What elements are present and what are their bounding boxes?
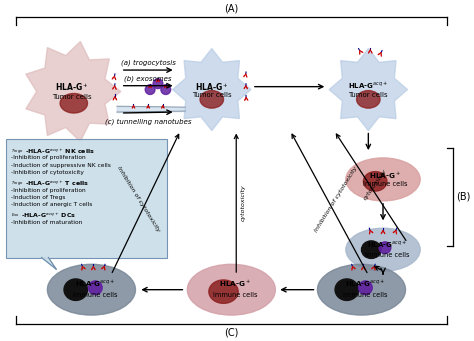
Text: Immune cells: Immune cells [73, 292, 118, 298]
Ellipse shape [145, 85, 155, 94]
Ellipse shape [60, 93, 88, 113]
Text: (C): (C) [224, 328, 238, 338]
Text: -Inhibition of proliferation: -Inhibition of proliferation [11, 188, 86, 193]
Ellipse shape [364, 172, 387, 191]
Text: cytotoxicity: cytotoxicity [241, 184, 246, 221]
Ellipse shape [335, 279, 358, 300]
Polygon shape [26, 42, 121, 142]
Text: HLA-G$^+$: HLA-G$^+$ [55, 82, 89, 93]
Ellipse shape [346, 228, 420, 271]
Ellipse shape [200, 91, 224, 108]
Text: $_{Exo}$: $_{Exo}$ [11, 212, 20, 219]
Ellipse shape [379, 242, 391, 254]
Text: -Induction of anergic T cells: -Induction of anergic T cells [11, 202, 92, 207]
Text: -HLA-G$^{acq+}$ T cells: -HLA-G$^{acq+}$ T cells [25, 179, 89, 188]
Text: -HLA-G$^{acq+}$ DCs: -HLA-G$^{acq+}$ DCs [21, 212, 76, 221]
Text: Tumor cells: Tumor cells [52, 94, 91, 100]
Ellipse shape [362, 241, 381, 258]
Text: HLA-G$^{acq+}$: HLA-G$^{acq+}$ [367, 240, 407, 250]
Text: Inhibition of cytotoxicity: Inhibition of cytotoxicity [314, 165, 358, 233]
Text: -Induction of suppressive NK cells: -Induction of suppressive NK cells [11, 163, 111, 168]
Polygon shape [173, 48, 251, 131]
Text: Inhibition of cytotoxicity: Inhibition of cytotoxicity [116, 165, 161, 233]
Text: $_{Trogo}$: $_{Trogo}$ [11, 147, 24, 156]
Text: (A): (A) [224, 3, 238, 13]
Ellipse shape [356, 91, 380, 108]
FancyBboxPatch shape [6, 139, 167, 258]
Text: Tumor cells: Tumor cells [348, 92, 388, 99]
Text: HLA-G$^+$: HLA-G$^+$ [369, 170, 401, 181]
Text: Immune cells: Immune cells [365, 252, 409, 257]
Text: $_{Trogo}$: $_{Trogo}$ [11, 179, 24, 188]
Ellipse shape [346, 158, 420, 201]
Ellipse shape [47, 264, 136, 315]
Text: -HLA-G$^{acq+}$ NK cells: -HLA-G$^{acq+}$ NK cells [25, 147, 95, 156]
Text: HLA-G$^+$: HLA-G$^+$ [195, 81, 228, 92]
Text: (B): (B) [456, 192, 471, 202]
Ellipse shape [187, 264, 275, 315]
Text: Immune cells: Immune cells [213, 292, 257, 298]
Text: (a) trogocytosis: (a) trogocytosis [121, 60, 175, 66]
Ellipse shape [209, 280, 238, 303]
Text: -Induction of Tregs: -Induction of Tregs [11, 195, 65, 200]
Text: (c) tunnelling nanotubes: (c) tunnelling nanotubes [105, 118, 191, 124]
Text: Immune cells: Immune cells [363, 181, 407, 187]
Ellipse shape [358, 281, 372, 295]
Text: HLA-G$^+$: HLA-G$^+$ [219, 279, 251, 289]
Text: (b) exosomes: (b) exosomes [124, 75, 172, 82]
Polygon shape [42, 257, 56, 269]
Text: cytotoxicity: cytotoxicity [363, 168, 388, 201]
Text: Immune cells: Immune cells [343, 292, 388, 298]
Ellipse shape [153, 79, 163, 89]
Text: HLA-G$^{acq+}$: HLA-G$^{acq+}$ [75, 279, 115, 289]
Text: -Inhibition of cytotoxicity: -Inhibition of cytotoxicity [11, 170, 84, 175]
Text: Tumor cells: Tumor cells [192, 92, 232, 99]
Ellipse shape [161, 85, 171, 94]
Ellipse shape [318, 264, 406, 315]
Text: HLA-G$^{acq+}$: HLA-G$^{acq+}$ [346, 279, 385, 289]
Text: -Inhibition of maturation: -Inhibition of maturation [11, 220, 82, 225]
Text: HLA-G$^{acq+}$: HLA-G$^{acq+}$ [348, 80, 388, 91]
Ellipse shape [89, 281, 102, 295]
Text: -Inhibition of proliferation: -Inhibition of proliferation [11, 155, 86, 161]
Polygon shape [329, 48, 408, 131]
Ellipse shape [64, 279, 88, 300]
